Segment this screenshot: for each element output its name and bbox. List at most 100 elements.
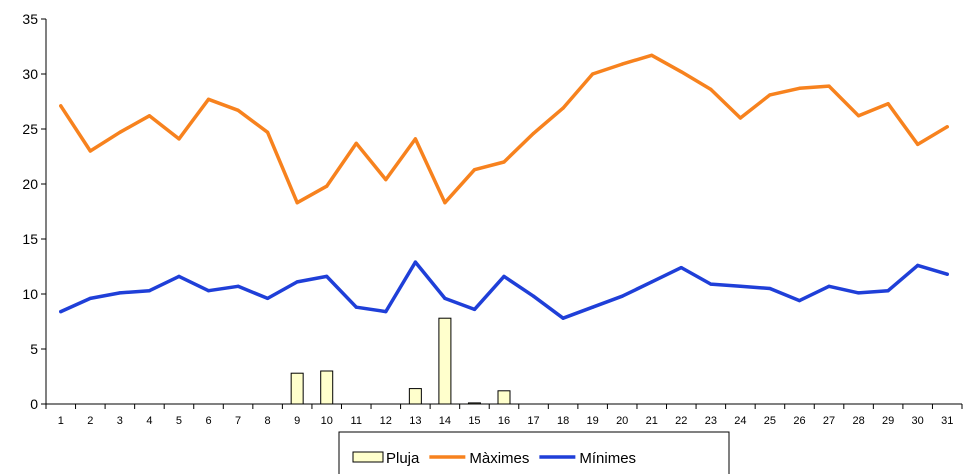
series-point [856, 291, 861, 295]
series-point [443, 201, 447, 205]
series-point [620, 294, 624, 298]
series-point [177, 137, 181, 141]
series-point [650, 280, 654, 284]
series-point [266, 130, 270, 134]
series-point [413, 260, 417, 264]
y-tick-label: 5 [30, 341, 38, 357]
series-point [59, 104, 63, 108]
series-point [738, 116, 742, 120]
x-tick-label: 29 [882, 415, 894, 427]
series-point [886, 289, 890, 293]
series-point [502, 160, 506, 164]
x-tick-label: 3 [117, 415, 123, 427]
series-point [177, 274, 181, 278]
x-tick-label: 12 [380, 415, 392, 427]
series-point [945, 125, 949, 129]
series-point [354, 305, 358, 309]
series-point [827, 284, 831, 288]
series-point [147, 114, 152, 118]
series-point [118, 130, 122, 134]
legend-box [338, 431, 730, 474]
series-point [650, 53, 654, 57]
y-tick-label: 20 [22, 176, 38, 192]
x-tick-label: 4 [146, 415, 152, 427]
x-tick-label: 7 [235, 415, 241, 427]
series-point [768, 286, 772, 291]
series-point [59, 310, 63, 314]
series-point [206, 97, 211, 101]
x-tick-label: 6 [205, 415, 211, 427]
legend-label: Màximes [469, 450, 529, 467]
legend-label: Pluja [386, 450, 420, 467]
series-point [886, 102, 890, 106]
series-point [561, 106, 565, 110]
series-point [827, 84, 831, 88]
x-tick-label: 21 [646, 415, 658, 427]
series-point [591, 72, 595, 76]
x-tick-label: 15 [468, 415, 480, 427]
x-tick-label: 23 [705, 415, 717, 427]
x-tick-label: 8 [265, 415, 271, 427]
series-point [295, 201, 299, 205]
x-tick-label: 18 [557, 415, 569, 427]
bar [467, 402, 481, 405]
series-point [88, 296, 92, 300]
series-point [768, 93, 772, 97]
x-tick-label: 26 [793, 415, 805, 427]
temperature-lines [59, 53, 949, 320]
series-point [738, 284, 742, 288]
series-point [679, 266, 683, 270]
x-tick-label: 10 [321, 415, 333, 427]
series-line [59, 260, 949, 320]
x-tick-label: 19 [587, 415, 599, 427]
series-point [413, 137, 417, 141]
x-tick-label: 11 [351, 415, 362, 427]
y-axis: 0 5 10 15 20 25 30 35 [22, 11, 47, 412]
series-point [797, 299, 802, 303]
legend-swatch [352, 451, 384, 463]
series-point [384, 178, 388, 182]
series-point [384, 310, 388, 314]
series-point [118, 291, 122, 295]
rain-bars [290, 317, 511, 405]
x-tick-label: 16 [498, 415, 510, 427]
x-tick-label: 2 [87, 415, 93, 427]
series-point [236, 284, 240, 288]
x-tick-label: 28 [852, 415, 864, 427]
series-point [945, 272, 949, 276]
series-point [620, 62, 624, 66]
legend-label: Mínimes [579, 450, 636, 467]
y-tick-label: 35 [22, 11, 38, 27]
x-tick-label: 9 [294, 415, 300, 427]
x-tick-label: 20 [616, 415, 628, 427]
series-point [472, 307, 477, 311]
series-line [59, 53, 949, 205]
bar [408, 388, 422, 405]
series-point [443, 296, 447, 300]
series-point [472, 168, 477, 172]
bar [438, 317, 452, 405]
y-tick-label: 30 [22, 66, 38, 82]
bar [290, 372, 304, 405]
series-point [531, 131, 536, 135]
series-point [354, 141, 358, 145]
x-tick-label: 13 [409, 415, 421, 427]
y-tick-label: 25 [22, 121, 38, 137]
series-point [591, 305, 595, 309]
series-point [916, 142, 920, 146]
x-axis: 1 2 3 4 5 6 7 8 9 10 11 12 13 14 15 16 17 18 19 20 21 22 23 24 2… [45, 403, 963, 427]
x-tick-label: 17 [527, 415, 539, 427]
series-point [916, 263, 920, 267]
series-point [679, 70, 683, 74]
series-point [502, 274, 506, 278]
series-point [325, 274, 329, 278]
series-point [147, 289, 152, 293]
x-tick-label: 1 [58, 415, 64, 427]
series-point [856, 114, 861, 118]
series-point [88, 149, 92, 153]
series-point [325, 184, 329, 188]
legend: Pluja Màximes Mínimes [338, 431, 730, 474]
series-point [709, 87, 713, 91]
y-tick-label: 0 [30, 396, 38, 412]
